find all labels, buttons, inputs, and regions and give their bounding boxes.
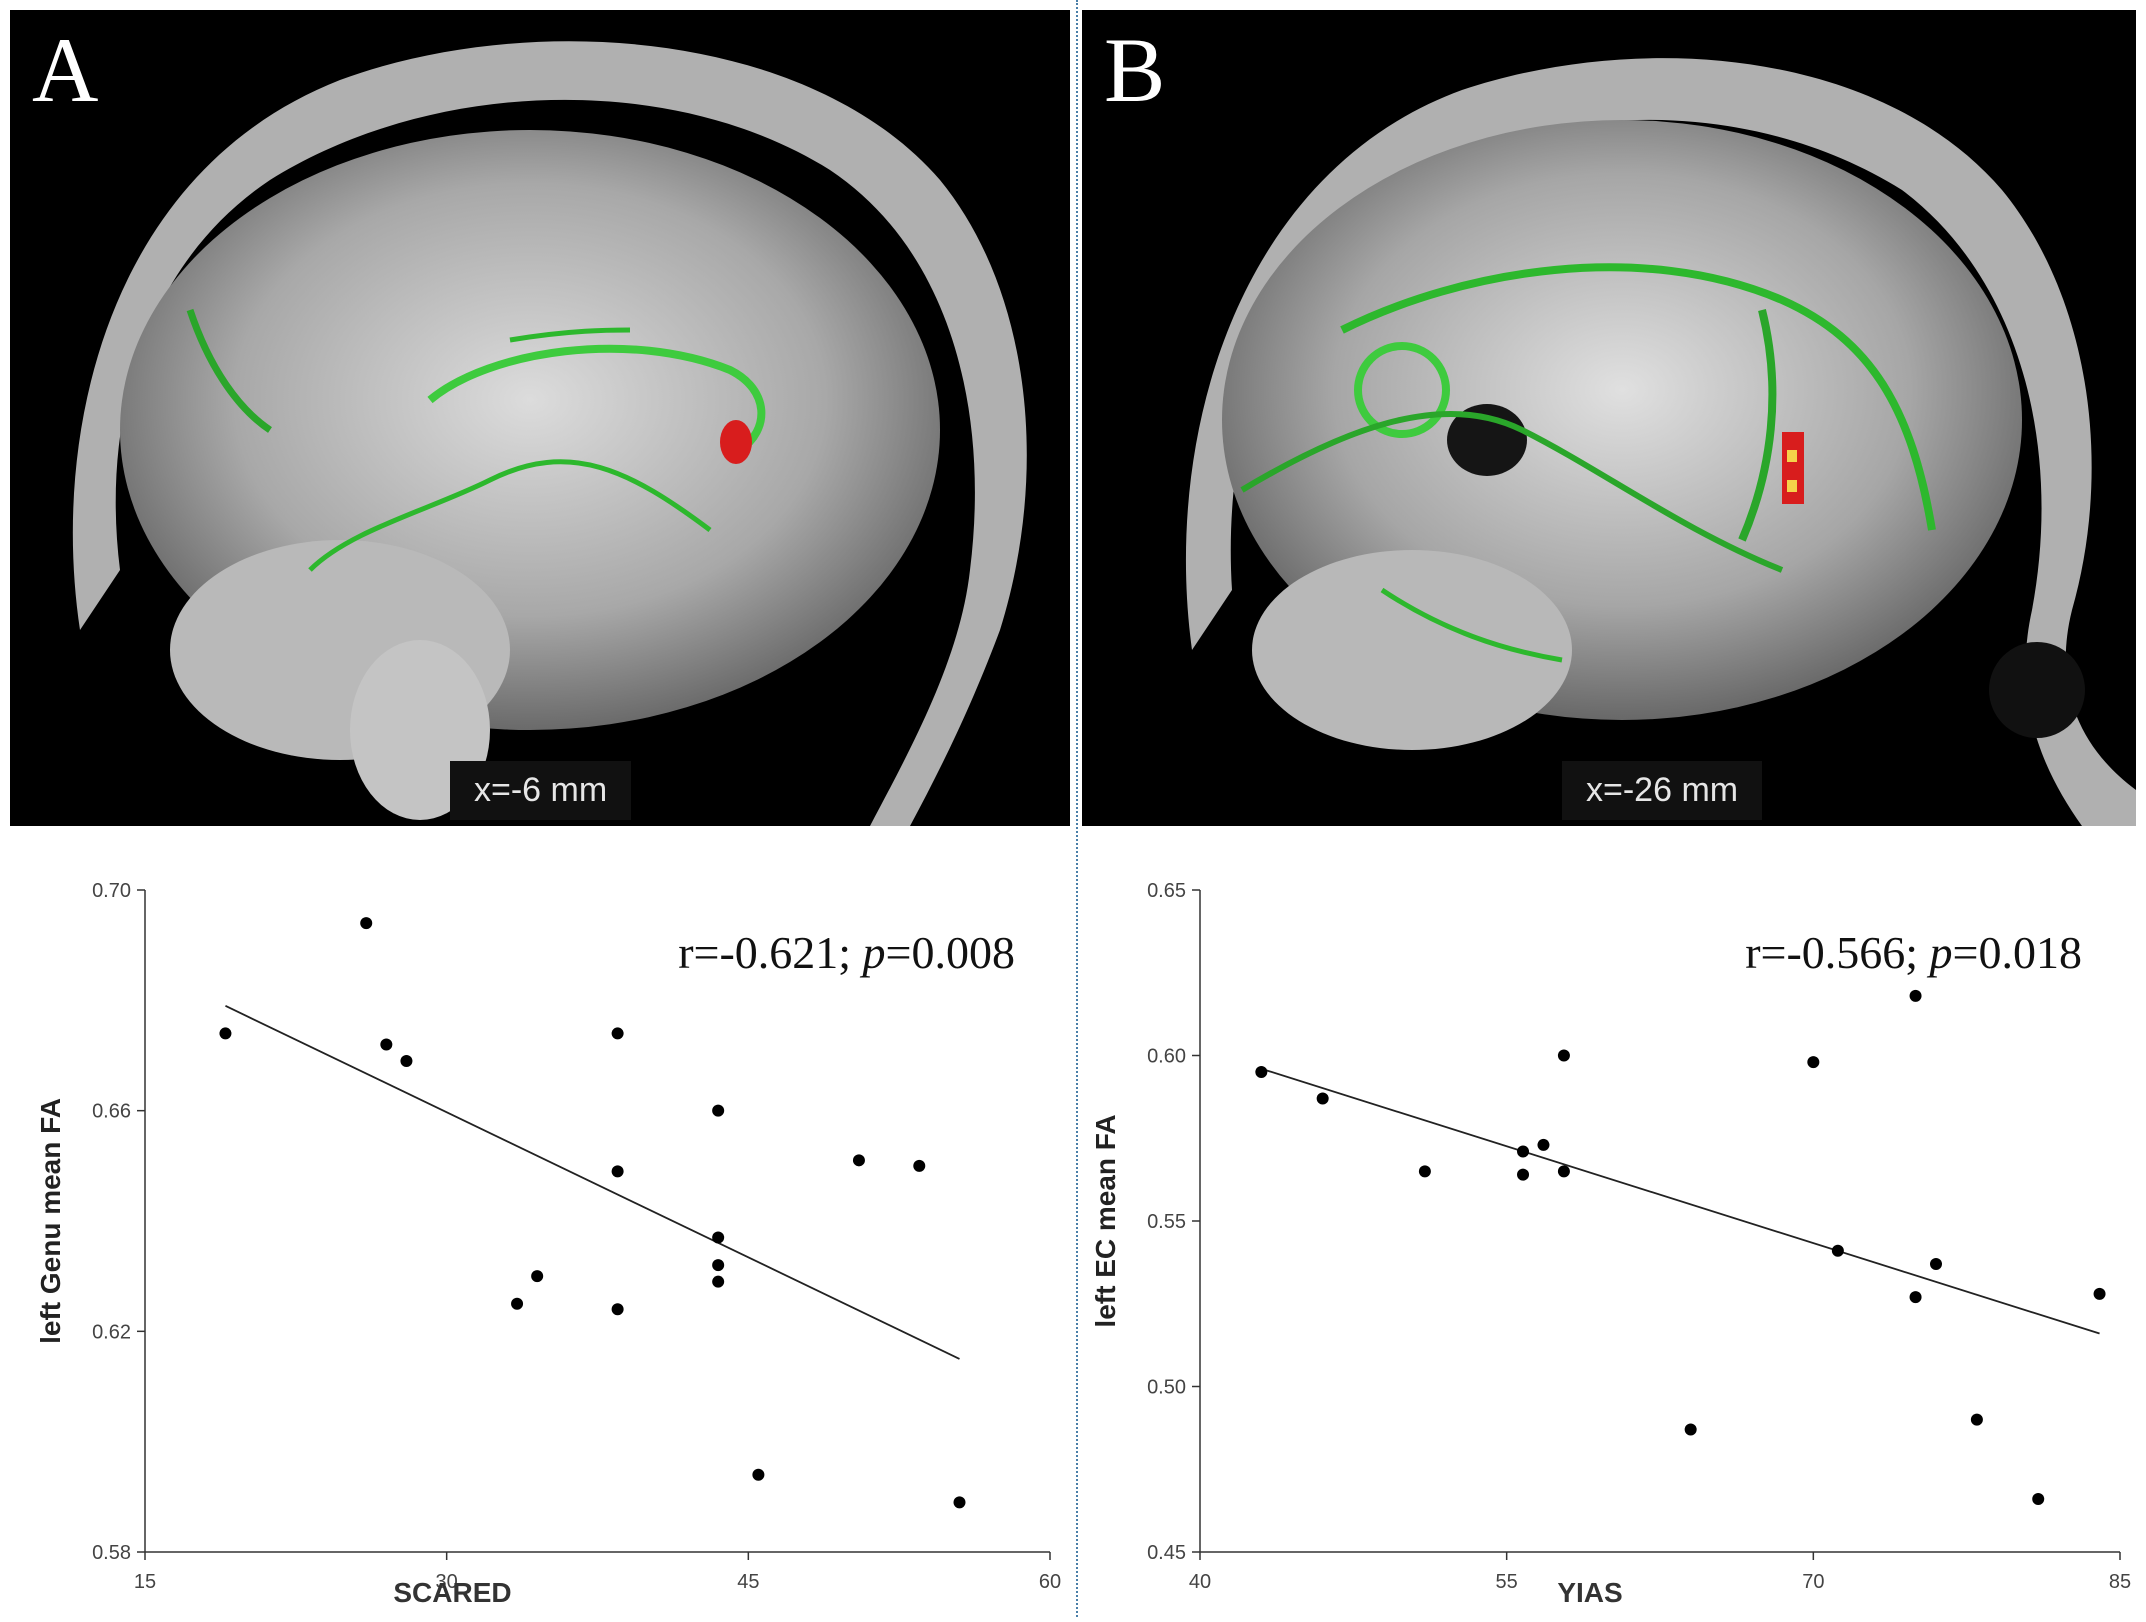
data-point [913,1159,926,1172]
regression-line [225,1005,960,1360]
x-tick-label: 45 [737,1571,759,1593]
x-axis-label: YIAS [1557,1577,1622,1608]
y-tick-label: 0.58 [92,1542,131,1564]
scatter-chart-b: 40 55 70 85 0.45 0.50 0.55 0.60 0.65 YIAS left EC … [1090,880,2131,1608]
data-point [1909,989,1922,1002]
scatter-plot-b: 40 55 70 85 0.45 0.50 0.55 0.60 0.65 YIAS left EC … [1080,830,2146,1617]
sagittal-mri-slice-a [72,41,1027,826]
data-point [611,1027,624,1040]
slice-coordinate-b: x=-26 mm [1562,761,1763,820]
data-point [1684,1423,1697,1436]
y-tick-label: 0.66 [92,1101,131,1123]
x-tick-label: 85 [2109,1571,2131,1593]
data-point [511,1297,524,1310]
data-point [360,917,373,930]
data-point [1930,1258,1942,1271]
data-point [752,1468,765,1481]
x-tick-label: 15 [134,1571,156,1593]
data-point [2093,1287,2106,1300]
data-point [1517,1168,1530,1181]
data-point [712,1275,725,1288]
data-point [1557,1049,1570,1062]
data-point [712,1231,725,1244]
data-point [2032,1493,2045,1506]
data-point [1909,1291,1922,1304]
data-point [1255,1066,1268,1079]
x-axis-label: SCARED [393,1577,511,1608]
correlation-annotation: r=-0.566; p=0.018 [1745,927,2082,978]
data-point [611,1303,624,1316]
data-point [380,1038,393,1051]
data-point [1537,1138,1550,1151]
data-point [611,1165,624,1178]
data-point [712,1259,725,1272]
y-tick-label: 0.60 [1147,1046,1186,1068]
scatter-plot-a: 15 30 45 60 0.58 0.62 0.66 0.70 SCARED left Genu … [0,830,1076,1617]
x-tick-label: 70 [1802,1571,1824,1593]
brain-image-panel-b: B x=-26 mm [1082,10,2136,826]
data-point [712,1104,725,1117]
data-point [852,1154,865,1167]
data-point [1557,1165,1570,1178]
x-tick-label: 60 [1039,1571,1061,1593]
data-point [1970,1413,1983,1426]
y-axis-label: left EC mean FA [1090,1114,1121,1327]
y-tick-label: 0.65 [1147,880,1186,902]
correlation-annotation: r=-0.621; p=0.008 [678,927,1015,978]
data-point [1517,1145,1530,1158]
data-point [953,1496,966,1509]
sagittal-mri-slice-b [1186,58,2136,826]
x-tick-label: 40 [1189,1571,1211,1593]
panel-letter-a: A [32,19,99,121]
x-tick-label: 30 [436,1571,458,1593]
data-point [1831,1244,1844,1257]
y-tick-label: 0.55 [1147,1211,1186,1233]
y-tick-label: 0.45 [1147,1542,1186,1564]
y-tick-label: 0.50 [1147,1377,1186,1399]
scatter-chart-a: 15 30 45 60 0.58 0.62 0.66 0.70 SCARED left Genu … [35,880,1061,1608]
data-point [1316,1092,1329,1105]
data-point [400,1055,413,1068]
data-point [1807,1056,1820,1069]
data-point [1418,1165,1431,1178]
panel-divider [1076,0,1078,1617]
data-point [219,1027,232,1040]
data-point [531,1270,544,1283]
x-tick-label: 55 [1496,1571,1518,1593]
slice-coordinate-a: x=-6 mm [450,761,632,820]
y-tick-label: 0.70 [92,880,131,902]
y-axis-label: left Genu mean FA [35,1098,66,1344]
panel-letter-b: B [1104,19,1166,121]
regression-line [1261,1067,2100,1335]
y-tick-label: 0.62 [92,1321,131,1343]
brain-image-panel-a: A x=-6 mm [10,10,1070,826]
